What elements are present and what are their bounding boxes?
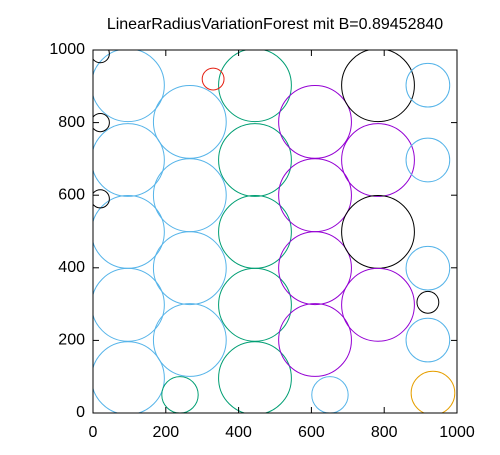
circle	[278, 303, 352, 377]
x-tick-label: 200	[152, 424, 179, 441]
y-tick-label: 600	[58, 186, 85, 203]
x-tick-label: 800	[371, 424, 398, 441]
circle	[341, 267, 415, 342]
x-tick-label: 400	[225, 424, 252, 441]
circle	[93, 123, 165, 197]
y-tick-label: 400	[58, 259, 85, 276]
circle	[218, 267, 292, 342]
circle	[218, 123, 292, 197]
circle	[405, 245, 451, 291]
circle	[93, 113, 110, 133]
x-tick-label: 0	[89, 424, 98, 441]
circle	[278, 158, 352, 233]
circle	[410, 370, 456, 413]
circle	[93, 341, 165, 413]
y-tick-label: 800	[58, 114, 85, 131]
circle	[93, 50, 110, 64]
y-tick-label: 1000	[49, 41, 85, 58]
circle	[405, 137, 451, 183]
y-tick-label: 200	[58, 332, 85, 349]
circle	[161, 376, 199, 413]
circle	[218, 50, 292, 123]
circle	[152, 158, 227, 233]
chart-title: LinearRadiusVariationForest mit B=0.8945…	[107, 16, 443, 33]
circle	[93, 194, 165, 269]
circle	[311, 376, 349, 413]
circle	[405, 62, 451, 108]
circle	[405, 317, 451, 363]
circle	[218, 341, 292, 413]
circle	[152, 231, 227, 306]
circle	[416, 290, 440, 314]
circle	[93, 267, 165, 342]
plot-area	[93, 50, 456, 413]
circle	[341, 50, 415, 123]
circle	[93, 189, 110, 209]
circle	[152, 84, 227, 159]
circle	[341, 194, 415, 269]
circle	[152, 303, 227, 377]
plot-frame	[92, 49, 458, 414]
circle	[93, 50, 165, 123]
circle	[201, 67, 225, 91]
circle	[278, 231, 352, 306]
circle	[278, 84, 352, 159]
x-tick-label: 600	[298, 424, 325, 441]
y-tick-label: 0	[76, 404, 85, 421]
x-tick-label: 1000	[439, 424, 475, 441]
circle	[341, 123, 415, 197]
